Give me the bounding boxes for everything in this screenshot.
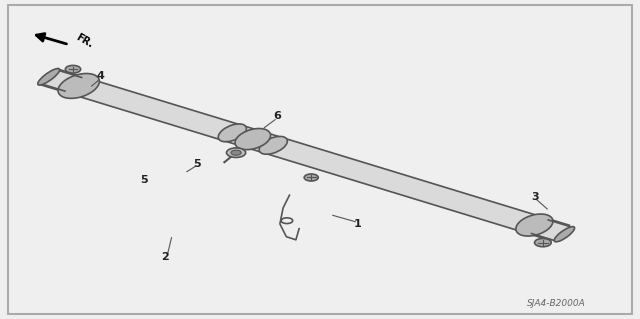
Ellipse shape — [58, 73, 99, 98]
Ellipse shape — [516, 214, 553, 236]
Text: FR.: FR. — [74, 32, 95, 50]
Circle shape — [281, 218, 292, 224]
Text: 6: 6 — [273, 111, 281, 122]
Circle shape — [65, 65, 81, 73]
Circle shape — [231, 150, 241, 155]
Text: 1: 1 — [353, 219, 361, 229]
Ellipse shape — [554, 226, 575, 242]
Ellipse shape — [259, 137, 287, 154]
Text: 2: 2 — [161, 252, 169, 262]
Text: 5: 5 — [193, 159, 201, 169]
Ellipse shape — [235, 129, 271, 150]
Circle shape — [227, 148, 246, 158]
Ellipse shape — [38, 69, 60, 85]
Circle shape — [534, 239, 551, 247]
Circle shape — [304, 174, 318, 181]
Polygon shape — [38, 69, 570, 241]
Text: SJA4-B2000A: SJA4-B2000A — [527, 299, 586, 308]
Text: 3: 3 — [531, 192, 539, 202]
Text: 4: 4 — [97, 71, 104, 81]
Text: 5: 5 — [140, 175, 148, 185]
Ellipse shape — [218, 124, 246, 142]
